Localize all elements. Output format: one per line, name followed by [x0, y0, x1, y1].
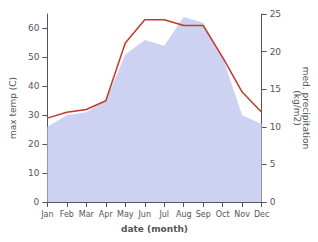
svg-text:Jan: Jan [40, 210, 53, 219]
svg-text:med. precipitation: med. precipitation [300, 66, 311, 150]
svg-text:Aug: Aug [176, 210, 192, 219]
svg-text:5: 5 [270, 159, 276, 169]
svg-text:Jun: Jun [138, 210, 152, 219]
svg-text:max temp (C): max temp (C) [8, 77, 18, 139]
svg-text:15: 15 [270, 84, 281, 94]
svg-text:50: 50 [28, 52, 40, 62]
svg-text:25: 25 [270, 9, 281, 19]
svg-text:Dec: Dec [254, 210, 269, 219]
svg-text:Jul: Jul [158, 210, 169, 219]
svg-text:40: 40 [28, 81, 40, 91]
svg-text:20: 20 [28, 139, 40, 149]
svg-text:Nov: Nov [234, 210, 250, 219]
svg-text:10: 10 [28, 168, 40, 178]
svg-text:Oct: Oct [216, 210, 230, 219]
svg-text:Apr: Apr [99, 210, 114, 219]
svg-text:30: 30 [28, 110, 40, 120]
svg-text:(kg/m2): (kg/m2) [292, 90, 302, 125]
svg-text:0: 0 [34, 197, 40, 207]
svg-text:May: May [117, 210, 134, 219]
svg-text:Sep: Sep [196, 210, 211, 219]
svg-text:0: 0 [270, 197, 276, 207]
svg-text:Mar: Mar [79, 210, 95, 219]
svg-text:10: 10 [270, 122, 282, 132]
svg-text:60: 60 [28, 23, 40, 33]
svg-text:20: 20 [270, 47, 282, 57]
svg-text:date (month): date (month) [121, 224, 188, 234]
svg-text:Feb: Feb [60, 210, 74, 219]
